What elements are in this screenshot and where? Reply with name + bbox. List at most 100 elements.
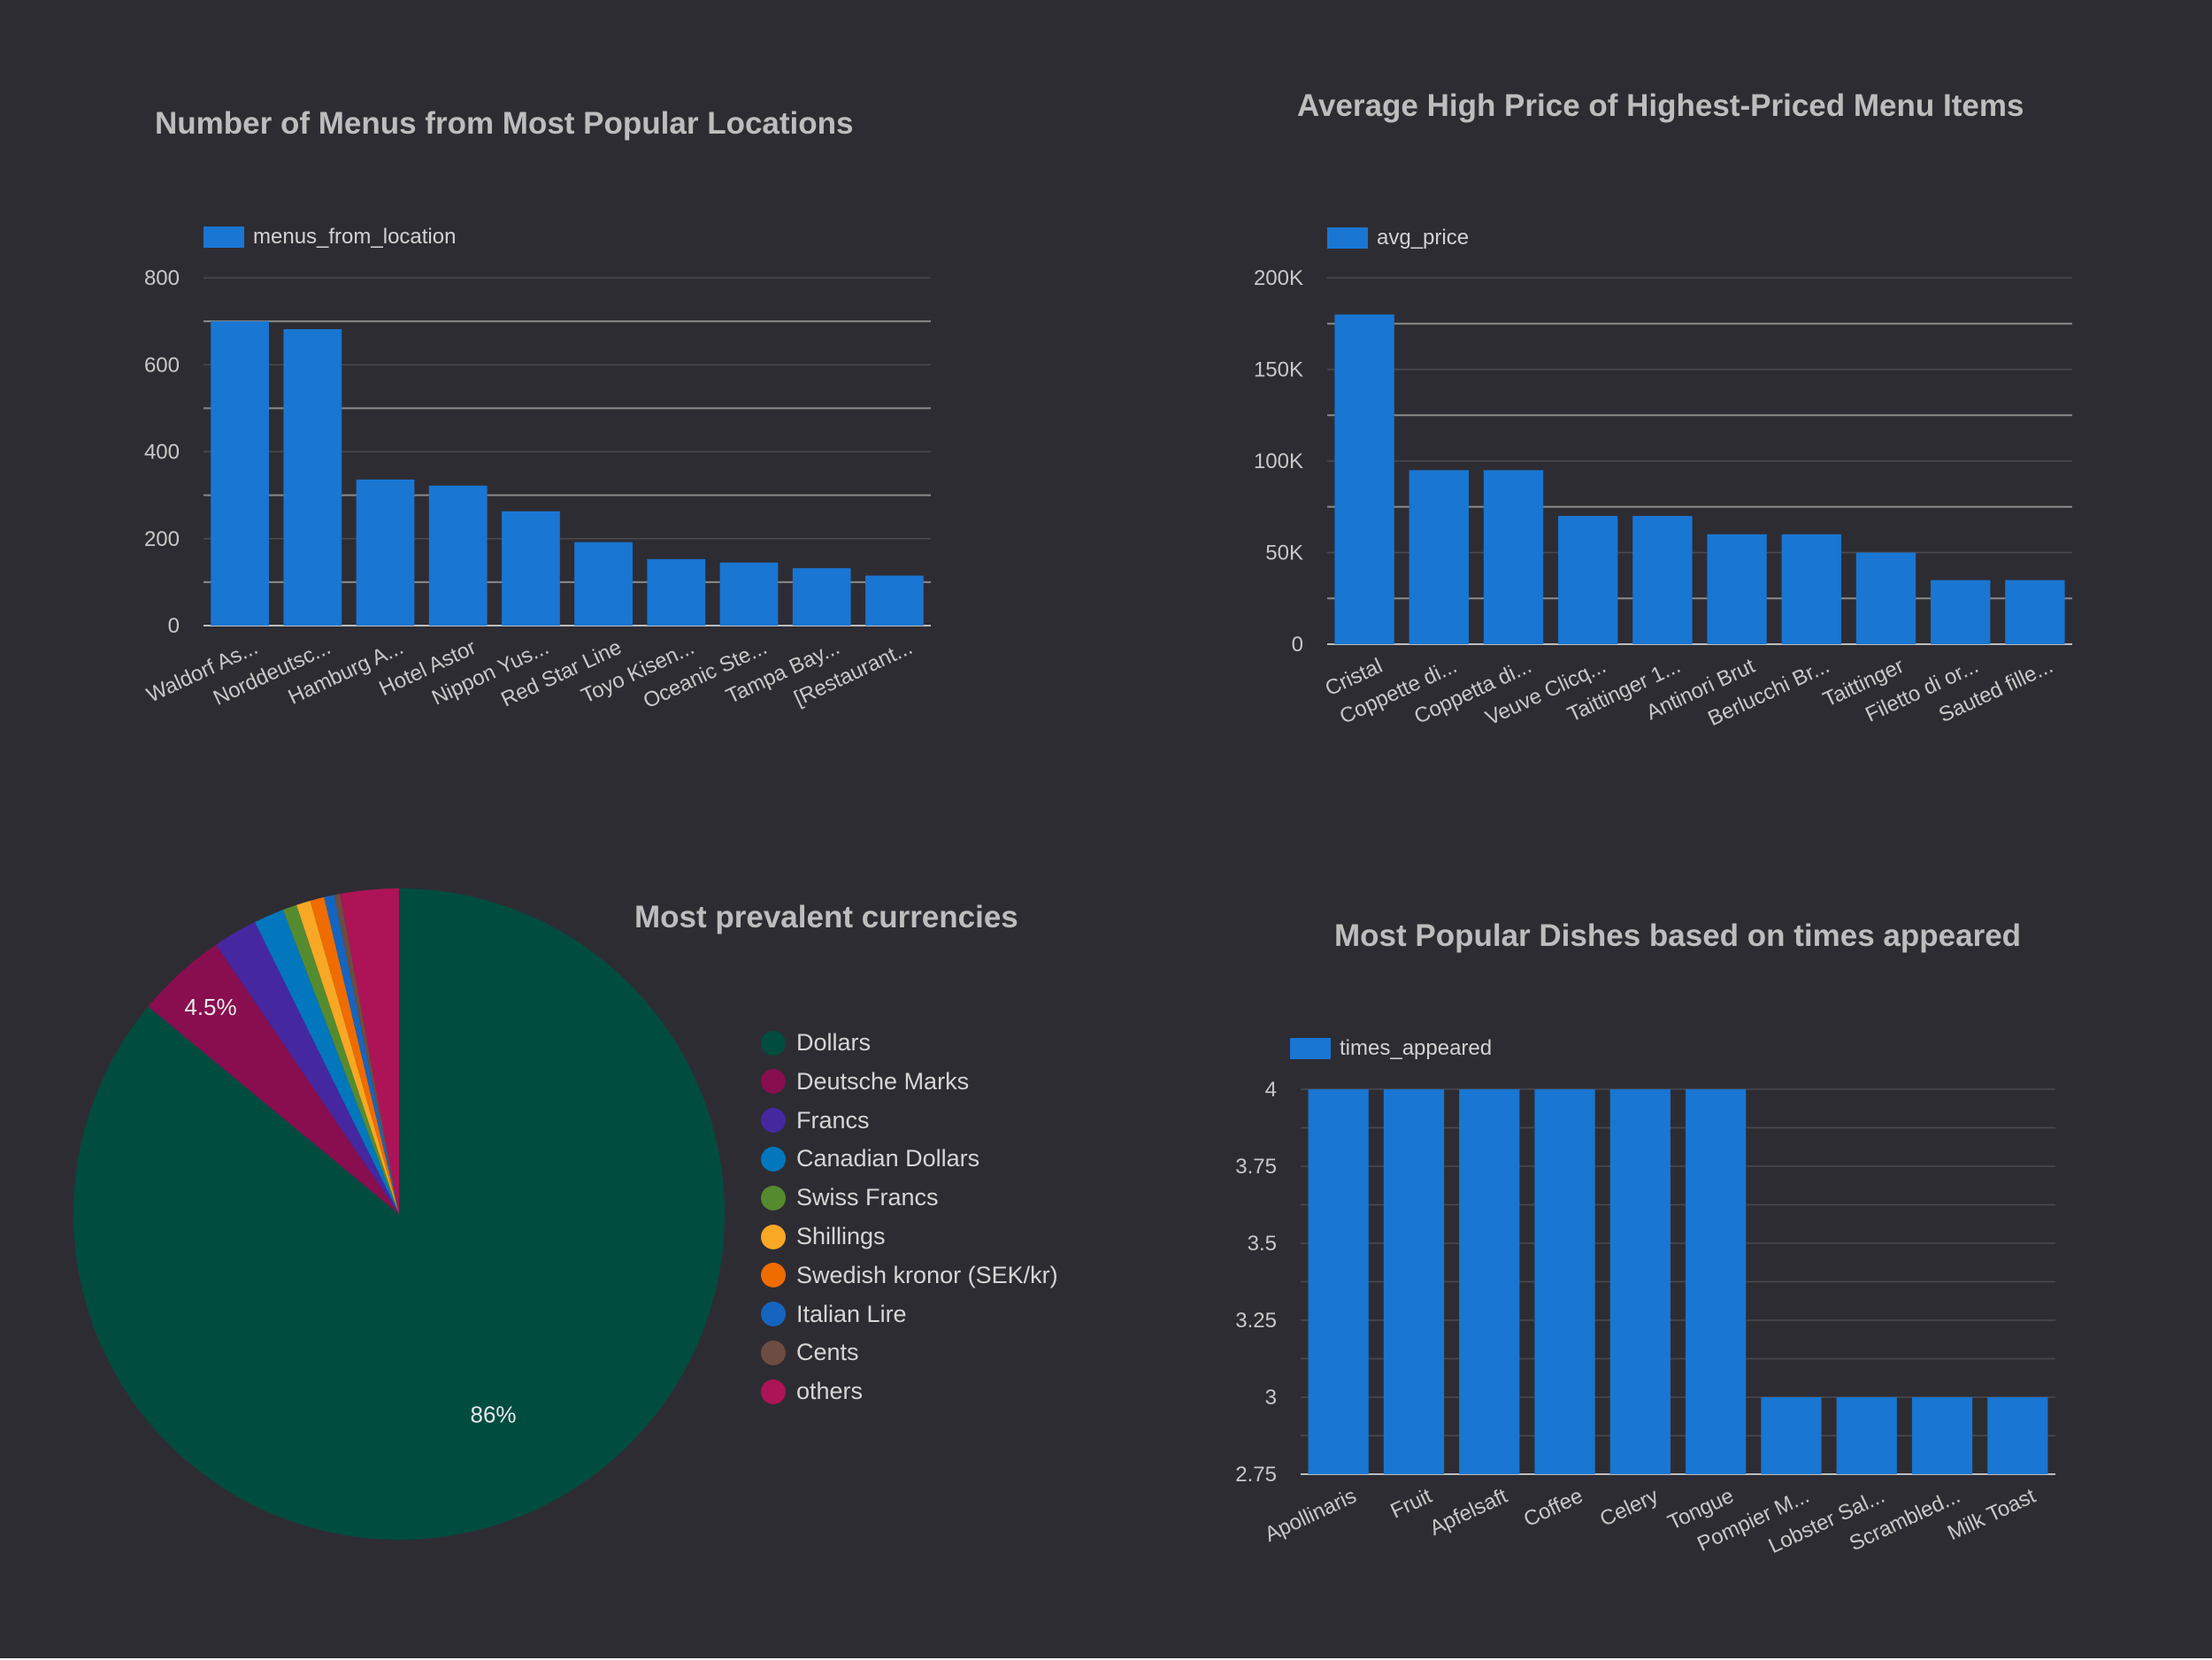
legend-swatch-icon bbox=[761, 1030, 786, 1056]
dishes-bar[interactable] bbox=[1459, 1089, 1520, 1474]
menus-chart-title: Number of Menus from Most Popular Locati… bbox=[155, 106, 854, 141]
pie-slice[interactable] bbox=[310, 896, 399, 1214]
menus-bar[interactable] bbox=[283, 328, 342, 626]
prices-bar[interactable] bbox=[1931, 580, 1991, 644]
prices-bar[interactable] bbox=[1707, 534, 1767, 644]
bottom-border bbox=[0, 1658, 2212, 1660]
dishes-bar[interactable] bbox=[1308, 1089, 1369, 1474]
menus-y-tick-label: 800 bbox=[144, 266, 180, 290]
menus-legend[interactable]: menus_from_location bbox=[204, 225, 456, 250]
dishes-y-tick-label: 4 bbox=[1265, 1078, 1277, 1102]
currencies-legend-label: Swedish kronor (SEK/kr) bbox=[796, 1261, 1058, 1288]
menus-bar[interactable] bbox=[865, 575, 924, 626]
dishes-bar[interactable] bbox=[1911, 1397, 1973, 1474]
prices-y-tick-label: 150K bbox=[1254, 358, 1303, 382]
currencies-legend-item[interactable]: Cents bbox=[761, 1339, 859, 1366]
legend-swatch-icon bbox=[761, 1185, 786, 1210]
prices-bar[interactable] bbox=[1855, 552, 1916, 645]
menus-bar[interactable] bbox=[211, 321, 269, 626]
pie-slice[interactable] bbox=[340, 888, 399, 1214]
pie-slice[interactable] bbox=[296, 900, 399, 1214]
currencies-legend-label: Cents bbox=[796, 1339, 859, 1366]
menus-bar[interactable] bbox=[647, 558, 706, 626]
prices-legend-swatch bbox=[1327, 227, 1368, 249]
currencies-legend-label: Italian Lire bbox=[796, 1300, 907, 1327]
currencies-legend-item[interactable]: Canadian Dollars bbox=[761, 1145, 979, 1172]
legend-swatch-icon bbox=[761, 1224, 786, 1249]
menus-legend-label: menus_from_location bbox=[253, 225, 457, 249]
pie-slice[interactable] bbox=[216, 922, 399, 1214]
prices-bar[interactable] bbox=[1334, 314, 1394, 644]
legend-swatch-icon bbox=[761, 1340, 786, 1365]
prices-bar[interactable] bbox=[1632, 516, 1693, 644]
pie-slice-label: 4.5% bbox=[184, 994, 236, 1020]
prices-chart-title: Average High Price of Highest-Priced Men… bbox=[1297, 88, 2024, 123]
currencies-legend-item[interactable]: Francs bbox=[761, 1107, 870, 1134]
prices-bar[interactable] bbox=[2005, 580, 2065, 644]
menus-legend-swatch bbox=[204, 227, 244, 248]
dishes-x-tick-label: Apollinaris bbox=[1261, 1484, 1360, 1547]
menus-bar[interactable] bbox=[574, 542, 633, 626]
prices-legend[interactable]: avg_price bbox=[1327, 226, 1469, 250]
pie-slice[interactable] bbox=[148, 944, 400, 1214]
dishes-y-tick-label: 3.5 bbox=[1248, 1232, 1277, 1256]
currencies-legend-label: Francs bbox=[796, 1106, 870, 1134]
dishes-bar[interactable] bbox=[1836, 1397, 1897, 1474]
menus-bar[interactable] bbox=[428, 485, 488, 626]
currencies-pie-chart: 86% 4.5% bbox=[73, 888, 725, 1540]
dishes-y-tick-label: 2.75 bbox=[1235, 1463, 1277, 1487]
prices-bar[interactable] bbox=[1558, 516, 1618, 644]
currencies-legend-label: Dollars bbox=[796, 1029, 872, 1056]
prices-bar[interactable] bbox=[1409, 470, 1469, 644]
dishes-bar[interactable] bbox=[1761, 1397, 1822, 1474]
prices-bar[interactable] bbox=[1483, 470, 1544, 644]
currencies-legend-item[interactable]: Italian Lire bbox=[761, 1301, 907, 1328]
currencies-legend-item[interactable]: others bbox=[761, 1378, 863, 1405]
menus-y-tick-label: 600 bbox=[144, 353, 180, 377]
legend-swatch-icon bbox=[761, 1263, 786, 1288]
currencies-legend-item[interactable]: Swiss Francs bbox=[761, 1184, 939, 1211]
currencies-legend-label: Shillings bbox=[796, 1223, 886, 1249]
legend-swatch-icon bbox=[761, 1379, 786, 1404]
dishes-bar[interactable] bbox=[1383, 1089, 1445, 1474]
currencies-chart-title: Most prevalent currencies bbox=[634, 900, 1018, 934]
prices-legend-label: avg_price bbox=[1377, 226, 1470, 250]
dishes-bar[interactable] bbox=[1609, 1089, 1671, 1474]
pie-slice[interactable] bbox=[255, 910, 399, 1214]
dishes-chart-title: Most Popular Dishes based on times appea… bbox=[1334, 918, 2022, 953]
dishes-y-tick-label: 3.75 bbox=[1235, 1155, 1277, 1179]
menus-bar[interactable] bbox=[502, 511, 560, 626]
menus-y-tick-label: 400 bbox=[144, 441, 180, 465]
pie-slice[interactable] bbox=[324, 895, 399, 1214]
dishes-legend-swatch bbox=[1290, 1038, 1331, 1059]
pie-slice[interactable] bbox=[334, 894, 399, 1214]
dishes-x-tick-label: Milk Toast bbox=[1944, 1484, 2039, 1546]
dishes-legend-label: times_appeared bbox=[1340, 1036, 1493, 1060]
prices-bar[interactable] bbox=[1781, 534, 1841, 644]
menus-bar[interactable] bbox=[792, 568, 851, 626]
dishes-bar[interactable] bbox=[1987, 1397, 2048, 1474]
prices-y-tick-label: 100K bbox=[1254, 450, 1303, 473]
currencies-legend-label: others bbox=[796, 1378, 864, 1405]
dishes-y-tick-label: 3.25 bbox=[1235, 1309, 1277, 1333]
prices-y-tick-label: 50K bbox=[1265, 542, 1303, 565]
dishes-bar[interactable] bbox=[1686, 1089, 1747, 1474]
pie-slice-label: 86% bbox=[471, 1401, 517, 1427]
dishes-legend[interactable]: times_appeared bbox=[1290, 1036, 1492, 1061]
currencies-legend-label: Deutsche Marks bbox=[796, 1067, 970, 1095]
pie-slice[interactable] bbox=[282, 904, 399, 1214]
legend-swatch-icon bbox=[761, 1146, 786, 1172]
menus-bar[interactable] bbox=[356, 479, 415, 626]
currencies-legend-item[interactable]: Shillings bbox=[761, 1223, 886, 1250]
currencies-legend-item[interactable]: Dollars bbox=[761, 1029, 871, 1057]
prices-y-tick-label: 0 bbox=[1292, 633, 1303, 657]
currencies-legend-item[interactable]: Deutsche Marks bbox=[761, 1068, 969, 1095]
dishes-x-tick-label: Apfelsaft bbox=[1426, 1484, 1511, 1541]
menus-y-tick-label: 200 bbox=[144, 527, 180, 551]
menus-bar[interactable] bbox=[719, 562, 779, 626]
currencies-legend-item[interactable]: Swedish kronor (SEK/kr) bbox=[761, 1262, 1058, 1289]
dishes-bar[interactable] bbox=[1534, 1089, 1595, 1474]
prices-y-tick-label: 200K bbox=[1254, 266, 1303, 290]
legend-swatch-icon bbox=[761, 1302, 786, 1327]
